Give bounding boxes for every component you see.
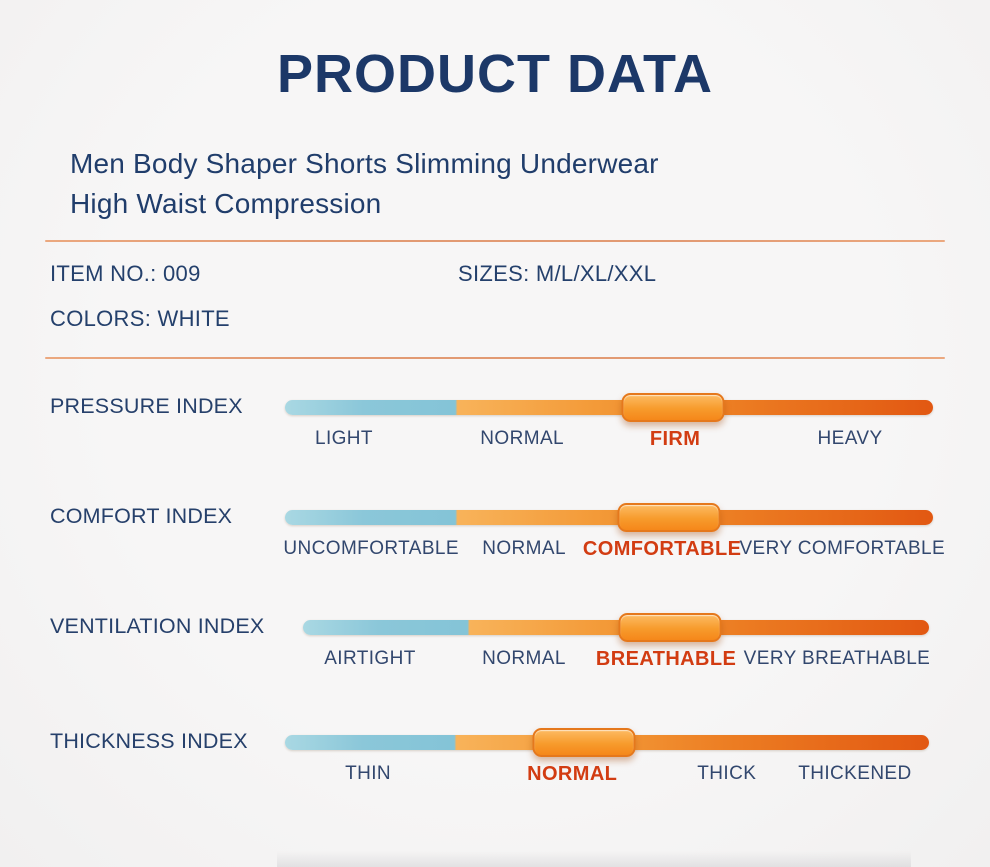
item-number: ITEM NO.: 009 xyxy=(50,261,201,286)
scale-label: AIRTIGHT xyxy=(324,648,416,669)
index-track-pressure xyxy=(285,393,933,422)
index-bar-pressure: LIGHT NORMAL FIRM HEAVY xyxy=(285,393,933,464)
index-slider-handle-comfort xyxy=(617,503,721,532)
index-row-comfort: COMFORT INDEX UNCOMFORTABLE NORMAL COMFO… xyxy=(0,503,990,584)
index-track-comfort xyxy=(285,503,933,532)
scale-label: UNCOMFORTABLE xyxy=(283,538,459,559)
index-bar-comfort: UNCOMFORTABLE NORMAL COMFORTABLE VERY CO… xyxy=(283,503,945,574)
index-label-ventilation: VENTILATION INDEX xyxy=(50,614,265,638)
product-name-line1: Men Body Shaper Shorts Slimming Underwea… xyxy=(70,148,659,179)
index-label-thickness: THICKNESS INDEX xyxy=(50,729,248,753)
scale-label-selected: NORMAL xyxy=(527,763,618,785)
divider-line-bottom xyxy=(45,357,945,359)
scale-label: THICK xyxy=(697,763,757,784)
index-bar-thickness: THIN NORMAL THICK THICKENED xyxy=(285,728,929,799)
colors-value: COLORS: WHITE xyxy=(50,306,230,331)
index-label-comfort: COMFORT INDEX xyxy=(50,504,233,528)
scale-label: THICKENED xyxy=(798,763,912,784)
index-label-pressure: PRESSURE INDEX xyxy=(50,394,243,418)
index-slider-handle-ventilation xyxy=(618,613,722,642)
product-name: Men Body Shaper Shorts Slimming Underwea… xyxy=(70,144,930,224)
scale-label: NORMAL xyxy=(480,428,565,449)
bottom-shadow-artifact xyxy=(277,851,911,867)
scale-label-selected: FIRM xyxy=(649,428,701,450)
scale-label: THIN xyxy=(345,763,392,784)
scale-label-selected: COMFORTABLE xyxy=(582,538,742,560)
index-row-thickness: THICKNESS INDEX THIN NORMAL THICK THICKE… xyxy=(0,728,990,809)
scale-label: VERY BREATHABLE xyxy=(743,648,931,669)
scale-label: LIGHT xyxy=(314,428,373,449)
index-row-pressure: PRESSURE INDEX LIGHT NORMAL FIRM HEAVY xyxy=(0,393,990,474)
index-slider-handle-thickness xyxy=(532,728,636,757)
page-title: PRODUCT DATA xyxy=(277,44,713,104)
scale-label: NORMAL xyxy=(482,648,566,669)
product-name-line2: High Waist Compression xyxy=(70,188,382,219)
index-row-ventilation: VENTILATION INDEX AIRTIGHT NORMAL BREATH… xyxy=(0,613,990,694)
index-bar-ventilation: AIRTIGHT NORMAL BREATHABLE VERY BREATHAB… xyxy=(303,613,931,684)
scale-label-selected: BREATHABLE xyxy=(595,648,737,670)
index-track-ventilation xyxy=(303,613,929,642)
scale-label: HEAVY xyxy=(817,428,883,449)
index-track-thickness xyxy=(285,728,929,757)
sizes-value: SIZES: M/L/XL/XXL xyxy=(458,261,657,286)
scale-label: NORMAL xyxy=(482,538,566,559)
scale-label: VERY COMFORTABLE xyxy=(739,538,946,559)
index-slider-handle-pressure xyxy=(621,393,725,422)
divider-line-top xyxy=(45,240,945,242)
